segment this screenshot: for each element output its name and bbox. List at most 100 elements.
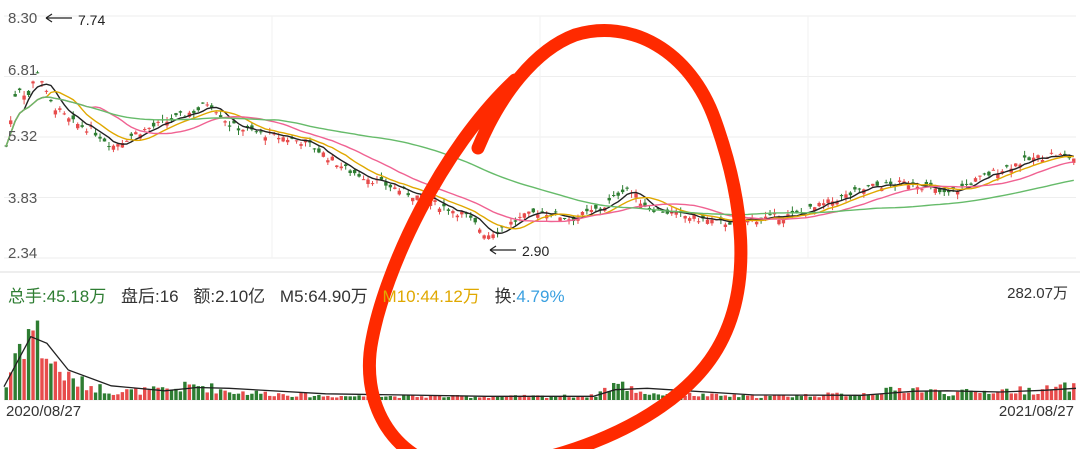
moving-average-line-m60 [5,96,1074,216]
volume-bar [915,387,920,400]
candle-body [839,195,844,197]
candle-body [174,113,178,116]
volume-bar [455,395,460,400]
candle-body [80,125,84,127]
volume-bar [58,371,62,400]
volume-info-row: 总手:45.18万 盘后:16 额:2.10亿 M5:64.90万 M10:44… [8,282,575,307]
candle-body [451,211,455,214]
volume-bar [272,396,276,400]
volume-bar [1072,383,1076,400]
volume-bar [692,395,696,400]
volume-bar [991,393,996,400]
volume-bar [549,396,553,400]
volume-bar [862,393,866,400]
volume-bar [607,391,611,400]
candle-body [500,226,504,228]
candle-body [866,185,870,187]
low-arrow-head [489,245,497,255]
volume-bar [1000,389,1004,400]
volume-bar [1054,386,1058,400]
moving-average-line-m5 [5,83,1074,235]
volume-bar [871,395,875,400]
volume-bar [513,395,518,400]
volume-bar [540,395,544,400]
volume-bar [504,396,509,400]
candle-body [1018,164,1022,168]
candle-body [978,175,982,177]
volume-bar [790,397,795,400]
volume-bar [98,384,102,400]
volume-bar [22,358,26,400]
volume-ma-line [3,335,1077,397]
volume-bar [397,397,401,400]
candle-body [607,197,611,201]
volume-bar [415,397,419,400]
volume-bar [495,396,500,400]
candle-body [321,152,326,157]
candle-body [777,220,781,225]
volume-bar [1045,385,1049,400]
candle-body [312,148,317,150]
volume-bar [111,394,116,400]
candle-body [384,181,388,186]
candle-body [1036,155,1040,159]
candle-body [813,207,817,211]
candle-body [982,173,987,175]
candle-body [1063,153,1067,156]
candle-body [612,195,616,197]
volume-bar [201,386,205,400]
volume-bar [1014,393,1018,400]
candle-body [58,108,62,110]
candle-body [964,183,969,185]
volume-bar [348,396,352,400]
candle-body [1014,163,1018,167]
candle-body [433,200,437,202]
volume-bar [428,395,433,400]
volume-bar [151,386,156,400]
after-hours: 盘后:16 [121,287,179,306]
volume-bar [446,397,451,400]
volume-bar [924,390,929,400]
candle-body [71,115,75,120]
volume-bar [880,394,884,400]
volume-bar [107,393,111,400]
volume-bar [527,397,531,400]
volume-bar [451,395,455,400]
volume-bar [634,392,638,400]
candle-body [227,125,232,127]
volume-bar [67,371,71,400]
candle-body [906,185,911,190]
moving-average-line-m10 [5,90,1074,230]
volume-bar [143,387,147,400]
candle-body [848,192,853,196]
volume-bar [973,391,978,400]
volume-bar [848,395,853,400]
total-volume: 总手:45.18万 [8,287,107,306]
volume-bar [795,395,799,400]
volume-bar [129,389,133,400]
candle-body [84,131,89,133]
candle-body [772,213,777,215]
candle-body [938,188,942,193]
volume-bar [93,392,98,400]
volume-bar [317,394,321,400]
volume-bar [719,395,723,400]
volume-bar [786,396,790,400]
candle-body [241,129,245,132]
volume-bar [361,396,366,400]
volume-bar [562,394,567,400]
volume-bar [210,383,214,400]
candle-body [647,207,652,210]
candle-body [835,202,839,205]
candle-body [754,221,759,225]
candle-body [178,111,183,113]
candle-body [585,208,589,212]
candle-body [317,148,321,153]
candle-body [580,211,585,215]
volume-bar [44,358,49,400]
candle-body [634,193,638,198]
volume-bar [875,394,879,400]
volume-bar [4,387,8,400]
candle-body [107,146,111,148]
